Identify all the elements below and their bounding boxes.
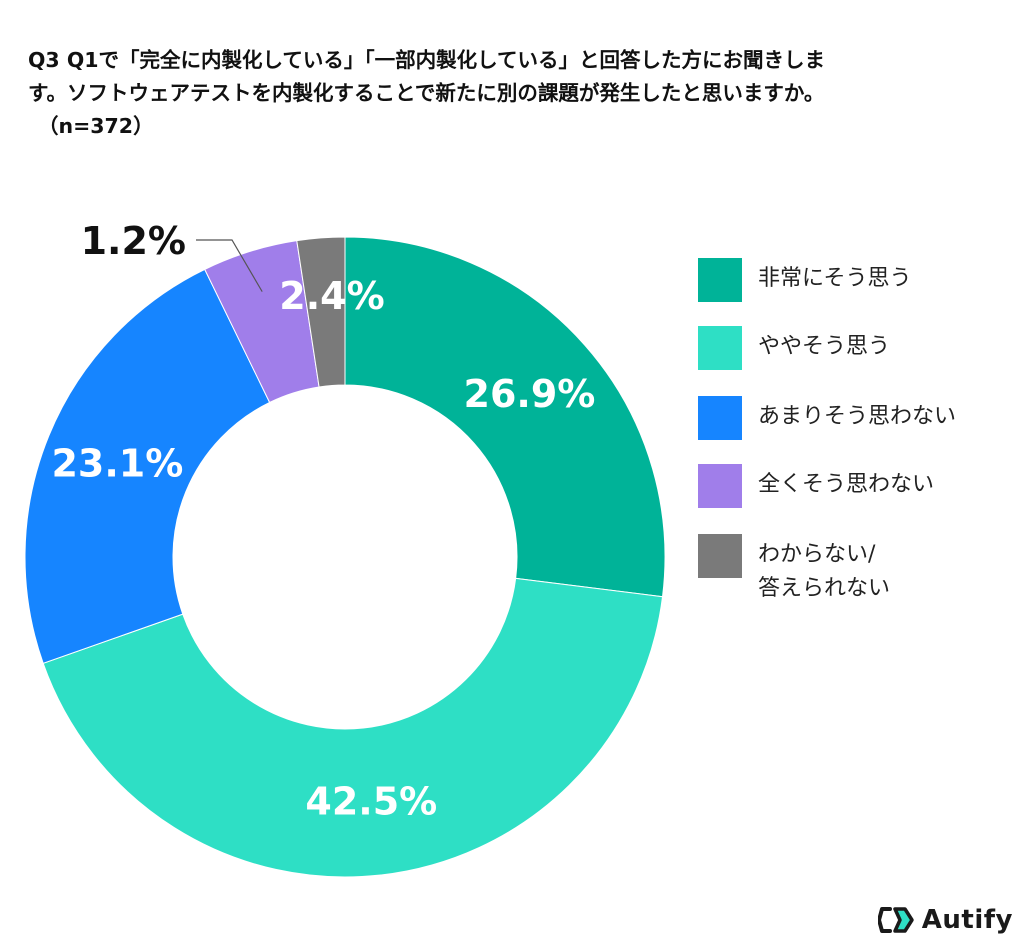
legend-label: 非常にそう思う [758,266,912,291]
donut-slices [24,236,666,878]
leader-line [196,239,263,292]
slice-dont-know [296,236,346,388]
legend-label: あまりそう思わない [758,404,957,429]
sample-size: （n=372） [38,114,154,138]
leader-line-not-at-all [196,239,263,292]
legend-item-not-at-all: 全くそう思わない [698,464,934,508]
slice-somewhat [42,577,664,878]
legend-swatch [698,258,742,302]
legend-label: わからない/ 答えられない [758,542,891,601]
legend-item-somewhat: ややそう思う [698,326,890,370]
slice-labels: 26.9% 42.5% 23.1% 1.2% 2.4% [51,219,595,824]
legend-swatch [698,326,742,370]
legend-item-dont-know: わからない/ 答えられない [698,534,890,606]
autify-logo: Autify [877,905,1013,935]
logo-text: Autify [921,905,1013,935]
legend-swatch [698,534,742,578]
slice-not-much [24,268,271,664]
legend-item-not-much: あまりそう思わない [698,396,956,440]
slice-somewhat-label: 42.5% [305,780,437,824]
chart-title: Q3 Q1で「完全に内製化している」「一部内製化している」と回答した方にお聞きし… [28,44,1013,143]
autify-logo-icon [877,907,914,933]
legend-label: ややそう思う [758,334,891,359]
legend-label: 全くそう思わない [758,472,935,497]
slice-not-much-label: 23.1% [51,442,183,486]
slice-dont-know-label: 2.4% [279,274,384,318]
legend-swatch [698,464,742,508]
question-line-1: Q3 Q1で「完全に内製化している」「一部内製化している」と回答した方にお聞きし… [28,48,826,72]
question-line-2: す。ソフトウェアテストを内製化することで新たに別の課題が発生したと思いますか。 [28,81,825,105]
slice-very-much-label: 26.9% [464,372,596,416]
legend-item-very-much: 非常にそう思う [698,258,912,302]
legend-swatch [698,396,742,440]
slice-very-much [344,236,666,598]
slice-not-at-all-label: 1.2% [81,219,186,263]
